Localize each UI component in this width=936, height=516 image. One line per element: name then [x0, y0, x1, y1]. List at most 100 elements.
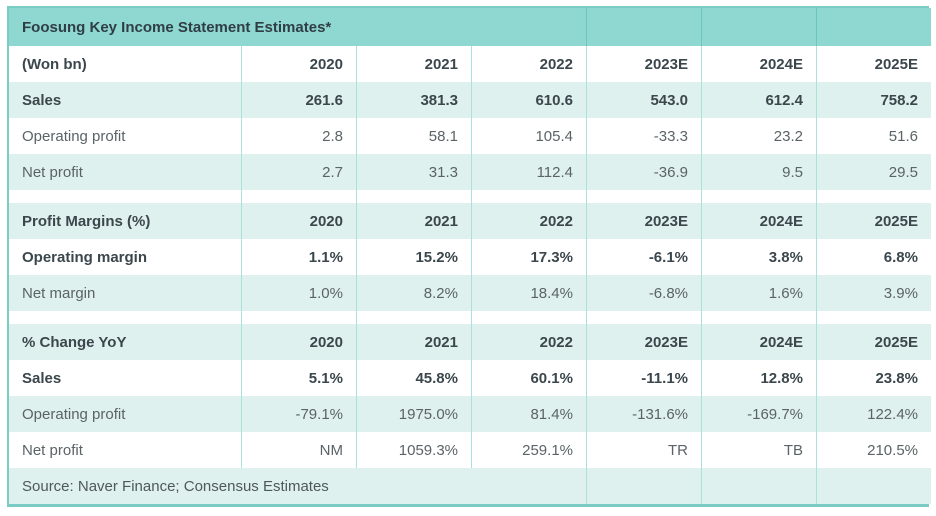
value-cell: 1.0% [242, 275, 357, 311]
row-label: Operating margin [9, 239, 242, 275]
year-column-header: 2025E [817, 46, 931, 82]
value-cell: 45.8% [357, 360, 472, 396]
year-column-header: 2025E [817, 324, 931, 360]
spacer-cell [817, 190, 931, 203]
year-column-header: 2024E [702, 324, 817, 360]
source-spacer-cell [817, 468, 931, 504]
value-cell: 2.7 [242, 154, 357, 190]
value-cell: 18.4% [472, 275, 587, 311]
value-cell: 610.6 [472, 82, 587, 118]
value-cell: 1.6% [702, 275, 817, 311]
title-spacer-cell [587, 8, 702, 46]
value-cell: 8.2% [357, 275, 472, 311]
spacer-cell [9, 190, 242, 203]
value-cell: -6.1% [587, 239, 702, 275]
value-cell: 23.8% [817, 360, 931, 396]
value-cell: 758.2 [817, 82, 931, 118]
spacer-cell [242, 311, 357, 324]
value-cell: TR [587, 432, 702, 468]
year-column-header: 2024E [702, 203, 817, 239]
value-cell: TB [702, 432, 817, 468]
income-statement-table-grid: Foosung Key Income Statement Estimates*(… [9, 8, 931, 504]
value-cell: -11.1% [587, 360, 702, 396]
row-label: Net profit [9, 432, 242, 468]
year-column-header: 2022 [472, 324, 587, 360]
value-cell: 261.6 [242, 82, 357, 118]
source-note: Source: Naver Finance; Consensus Estimat… [9, 468, 587, 504]
value-cell: -33.3 [587, 118, 702, 154]
income-statement-table: Foosung Key Income Statement Estimates*(… [7, 6, 931, 507]
value-cell: NM [242, 432, 357, 468]
spacer-cell [587, 190, 702, 203]
value-cell: 105.4 [472, 118, 587, 154]
value-cell: 381.3 [357, 82, 472, 118]
value-cell: 29.5 [817, 154, 931, 190]
value-cell: 122.4% [817, 396, 931, 432]
value-cell: 51.6 [817, 118, 931, 154]
value-cell: 31.3 [357, 154, 472, 190]
year-column-header: 2023E [587, 46, 702, 82]
year-column-header: 2025E [817, 203, 931, 239]
title-spacer-cell [702, 8, 817, 46]
row-label: Sales [9, 82, 242, 118]
spacer-cell [9, 311, 242, 324]
row-label: Net profit [9, 154, 242, 190]
row-label: Operating profit [9, 396, 242, 432]
spacer-cell [472, 190, 587, 203]
value-cell: -169.7% [702, 396, 817, 432]
value-cell: 210.5% [817, 432, 931, 468]
value-cell: 81.4% [472, 396, 587, 432]
spacer-cell [817, 311, 931, 324]
value-cell: 112.4 [472, 154, 587, 190]
year-column-header: 2020 [242, 324, 357, 360]
year-column-header: 2021 [357, 324, 472, 360]
row-label: Sales [9, 360, 242, 396]
row-label: Net margin [9, 275, 242, 311]
source-spacer-cell [587, 468, 702, 504]
table-title: Foosung Key Income Statement Estimates* [9, 8, 587, 46]
section-header-label: (Won bn) [9, 46, 242, 82]
spacer-cell [357, 190, 472, 203]
value-cell: 1.1% [242, 239, 357, 275]
source-spacer-cell [702, 468, 817, 504]
value-cell: 543.0 [587, 82, 702, 118]
value-cell: 58.1 [357, 118, 472, 154]
value-cell: 9.5 [702, 154, 817, 190]
value-cell: 23.2 [702, 118, 817, 154]
year-column-header: 2021 [357, 203, 472, 239]
year-column-header: 2024E [702, 46, 817, 82]
value-cell: 15.2% [357, 239, 472, 275]
value-cell: 12.8% [702, 360, 817, 396]
value-cell: -79.1% [242, 396, 357, 432]
value-cell: 5.1% [242, 360, 357, 396]
value-cell: 17.3% [472, 239, 587, 275]
spacer-cell [357, 311, 472, 324]
value-cell: -131.6% [587, 396, 702, 432]
row-label: Operating profit [9, 118, 242, 154]
spacer-cell [702, 190, 817, 203]
title-spacer-cell [817, 8, 931, 46]
value-cell: 3.8% [702, 239, 817, 275]
year-column-header: 2021 [357, 46, 472, 82]
section-header-label: % Change YoY [9, 324, 242, 360]
value-cell: 6.8% [817, 239, 931, 275]
value-cell: 3.9% [817, 275, 931, 311]
table-body: Foosung Key Income Statement Estimates*(… [9, 8, 931, 504]
year-column-header: 2020 [242, 46, 357, 82]
value-cell: -6.8% [587, 275, 702, 311]
year-column-header: 2022 [472, 203, 587, 239]
spacer-cell [702, 311, 817, 324]
value-cell: 612.4 [702, 82, 817, 118]
spacer-cell [587, 311, 702, 324]
spacer-cell [472, 311, 587, 324]
value-cell: 1975.0% [357, 396, 472, 432]
section-header-label: Profit Margins (%) [9, 203, 242, 239]
spacer-cell [242, 190, 357, 203]
value-cell: 2.8 [242, 118, 357, 154]
value-cell: 259.1% [472, 432, 587, 468]
year-column-header: 2020 [242, 203, 357, 239]
year-column-header: 2023E [587, 324, 702, 360]
value-cell: 1059.3% [357, 432, 472, 468]
value-cell: -36.9 [587, 154, 702, 190]
year-column-header: 2023E [587, 203, 702, 239]
